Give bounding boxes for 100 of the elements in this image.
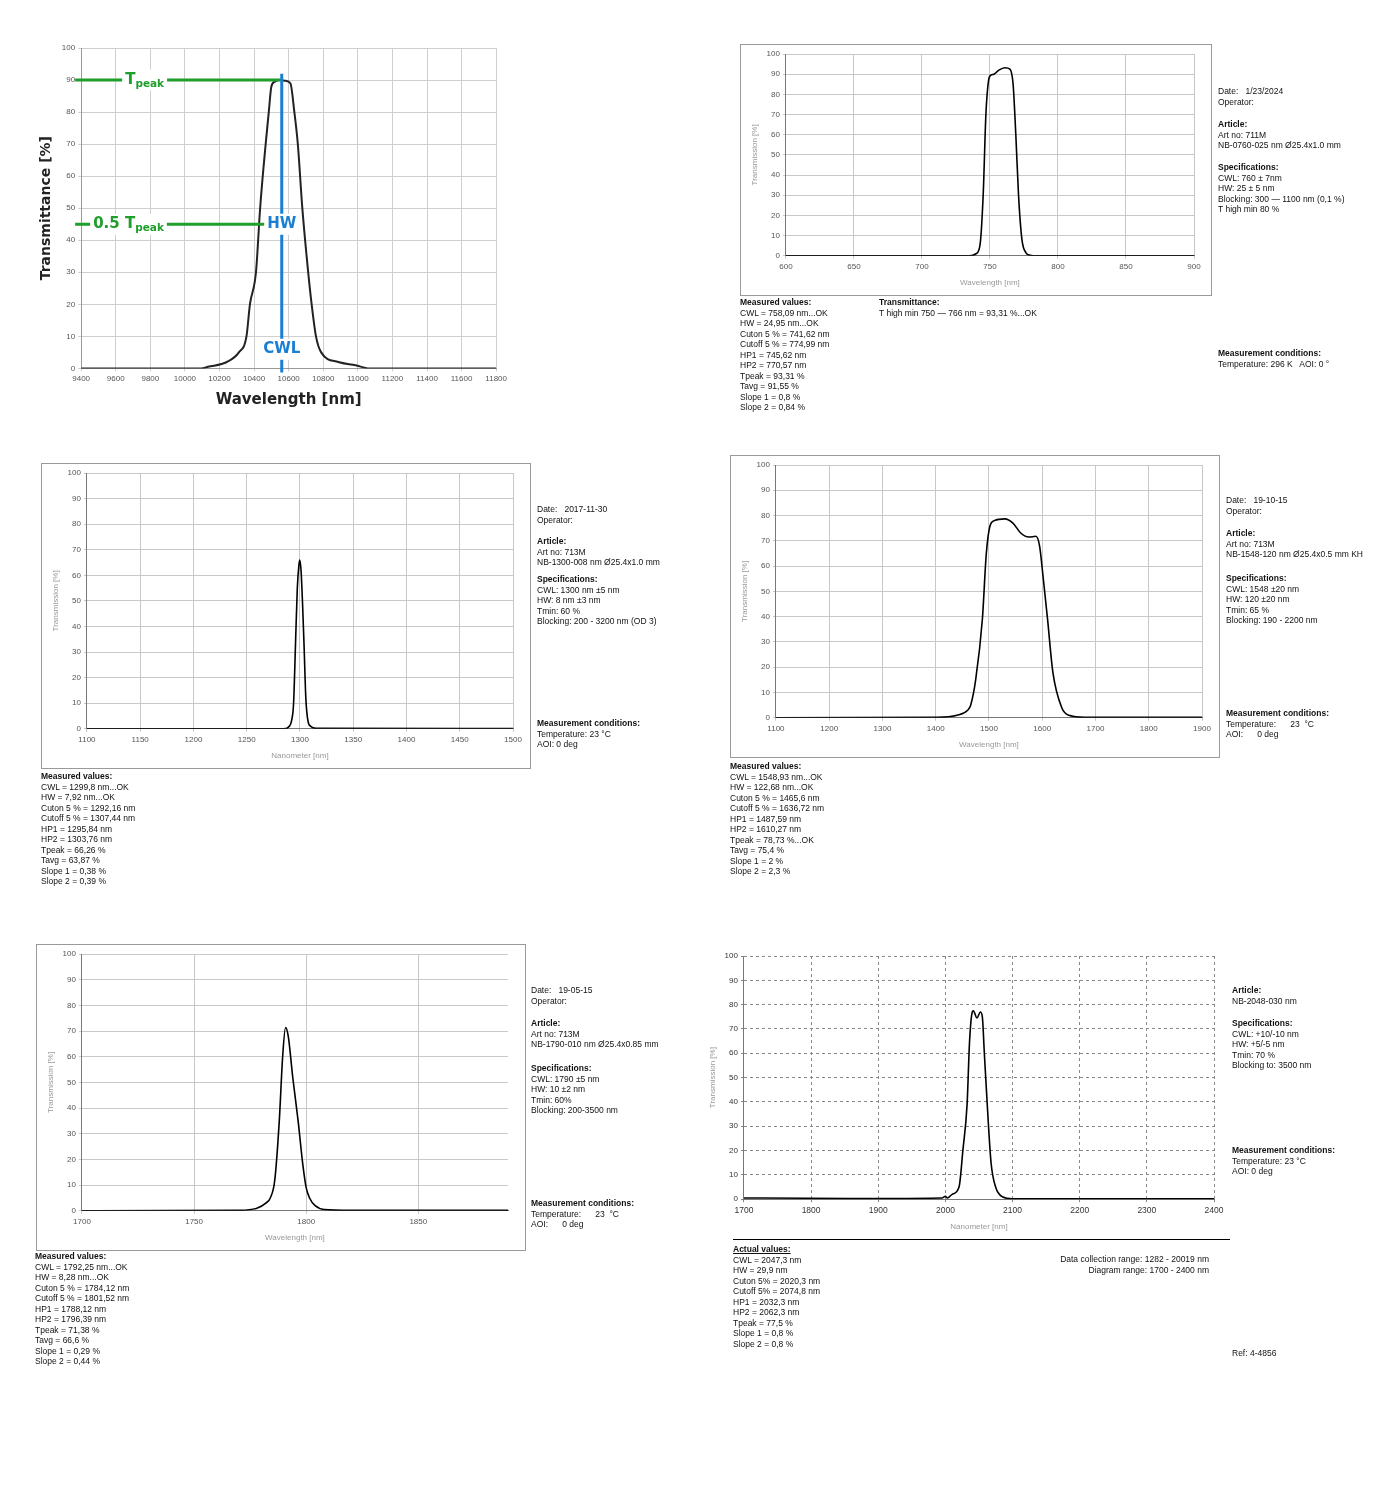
y-tick-label: 20 (72, 672, 82, 682)
y-tick-label: 30 (66, 267, 76, 277)
text: Measurement conditions: Temperature: 296 K AOI: 0 ° (1218, 348, 1330, 369)
y-tick-label: 10 (761, 687, 771, 697)
x-tick-label: 1200 (184, 734, 203, 744)
y-tick-label: 70 (66, 139, 76, 149)
text: Article: Art no: 713M NB-1300-008 nm Ø25.4x1.0 mm (537, 536, 660, 568)
x-tick-label: 11800 (485, 374, 508, 384)
x-tick-label: 9600 (106, 374, 126, 384)
y-tick-label: 20 (761, 662, 771, 672)
x-tick-label: 9800 (141, 374, 160, 384)
x-tick-label: 1250 (237, 734, 257, 744)
x-tick-label: 700 (915, 261, 930, 271)
y-tick-label: 80 (67, 1000, 77, 1010)
x-tick-label: 1750 (185, 1216, 204, 1226)
y-tick-label: 100 (67, 468, 82, 478)
text: Measured values: CWL = 758,09 nm...OK HW = 24,95 nm...OK Cuton 5 % = 741,62 nm Cutoff 5 % = 774,99 nm HP1 = 745,62 nm HP2 = 770,57 nm Tpeak = 93,31 % Tavg = 91,55 % Slope 1 = 0,8 % Slope 2 = 0,84 % (740, 297, 830, 412)
x-tick-label: 10800 (312, 374, 335, 384)
x-tick-label: 1350 (344, 734, 363, 744)
x-tick-label: 11000 (347, 374, 370, 384)
x-tick-label: 1400 (397, 734, 416, 744)
x-tick-label: 1700 (1086, 723, 1105, 733)
x-tick-label: 1800 (801, 1204, 821, 1215)
text: Article: Art no: 713M NB-1548-120 nm Ø25.4x0.5 mm KH (1226, 528, 1364, 560)
text: Article: Art no: 713M NB-1790-010 nm Ø25.4x0.85 mm (531, 1018, 659, 1050)
y-tick-label: 50 (729, 1072, 739, 1082)
y-tick-label: 50 (66, 203, 76, 213)
y-tick-label: 30 (67, 1128, 77, 1138)
y-tick-label: 60 (729, 1048, 739, 1058)
y-tick-label: 90 (67, 974, 77, 984)
x-tick-label: 1400 (926, 723, 946, 733)
x-tick-label: 1100 (767, 723, 786, 733)
x-tick-label: 800 (1051, 261, 1066, 271)
y-tick-label: 50 (771, 150, 781, 160)
y-axis-title: Transmission [%] (46, 1051, 55, 1113)
y-tick-label: 80 (771, 89, 781, 99)
y-tick-label: 0 (775, 251, 781, 260)
text: Ref: 4-4856 (1232, 1348, 1277, 1359)
text: Data collection range: 1282 - 20019 nm Diagram range: 1700 - 2400 nm (1060, 1254, 1209, 1275)
x-tick-label: 1700 (734, 1204, 754, 1215)
y-tick-label: 20 (771, 210, 781, 220)
x-tick-label: 10400 (242, 374, 266, 384)
y-tick-label: 70 (72, 544, 82, 554)
x-tick-label: 1100 (78, 734, 97, 744)
y-tick-label: 20 (66, 299, 76, 309)
y-tick-label: 100 (62, 949, 77, 959)
y-axis-title: Transmittance [%] (37, 136, 54, 281)
y-tick-label: 0 (70, 363, 76, 373)
x-tick-label: 900 (1187, 261, 1202, 271)
text: Measurement conditions: Temperature: 23 °C AOI: 0 deg (1232, 1145, 1335, 1177)
x-tick-label: 10000 (173, 374, 197, 384)
y-tick-label: 70 (761, 536, 771, 546)
text: Measurement conditions: Temperature: 23 °C AOI: 0 deg (531, 1198, 634, 1230)
x-tick-label: 1300 (873, 723, 892, 733)
text: Date: 19-05-15 Operator: (531, 985, 593, 1006)
x-tick-label: 10600 (277, 374, 301, 384)
x-tick-label: 11600 (450, 374, 473, 384)
x-tick-label: 2000 (935, 1204, 956, 1215)
x-tick-label: 1600 (1033, 723, 1052, 733)
text: Measured values: CWL = 1548,93 nm...OK HW = 122,68 nm...OK Cuton 5 % = 1465,6 nm Cutoff 5 % = 1636,72 nm HP1 = 1487,59 nm HP2 = 1610,27 nm Tpeak = 78,73 %...OK Tavg = 75,4 % Slope 1 = 2 % Slope 2 = 2,3 % (730, 761, 825, 876)
y-tick-label: 40 (729, 1097, 739, 1107)
y-tick-label: 50 (72, 596, 82, 606)
x-tick-label: 2200 (1070, 1204, 1090, 1215)
y-tick-label: 60 (66, 171, 76, 181)
x-tick-label: 2400 (1204, 1204, 1224, 1215)
y-tick-label: 100 (766, 49, 781, 59)
y-axis-title: Transmission [%] (740, 560, 749, 622)
y-tick-label: 100 (61, 43, 76, 53)
y-tick-label: 70 (67, 1026, 77, 1036)
y-tick-label: 30 (729, 1121, 739, 1131)
y-tick-label: 0 (733, 1194, 739, 1204)
x-tick-label: 1800 (1139, 723, 1159, 733)
text: Specifications: CWL: 1548 ±20 nm HW: 120 ±20 nm Tmin: 65 % Blocking: 190 - 2200 nm (1226, 573, 1318, 626)
x-tick-label: 1200 (820, 723, 839, 733)
y-tick-label: 90 (761, 485, 771, 495)
text: Actual values: CWL = 2047,3 nm HW = 29,9 nm Cuton 5% = 2020,3 nm Cutoff 5% = 2074,8 nm HP1 = 2032,3 nm HP2 = 2062,3 nm Tpeak = 77,5 % Slope 1 = 0,8 % Slope 2 = 0,8 % (733, 1244, 821, 1349)
y-tick-label: 10 (72, 698, 82, 708)
y-tick-label: 80 (72, 519, 82, 529)
y-tick-label: 40 (761, 611, 771, 621)
text: Measurement conditions: Temperature: 23 °C AOI: 0 deg (537, 718, 640, 750)
text: Specifications: CWL: 760 ± 7nm HW: 25 ± 5 nm Blocking: 300 — 1100 nm (0,1 %) T high min 80 % (1218, 162, 1345, 215)
x-tick-label: 1300 (291, 734, 310, 744)
x-tick-label: 1150 (131, 734, 150, 744)
y-tick-label: 70 (771, 109, 781, 119)
y-tick-label: 10 (771, 230, 781, 240)
text: Measurement conditions: Temperature: 23 °C AOI: 0 deg (1226, 708, 1329, 740)
x-axis-title: Wavelength [nm] (265, 1233, 325, 1243)
y-tick-label: 90 (66, 75, 76, 85)
text: Specifications: CWL: 1300 nm ±5 nm HW: 8 nm ±3 nm Tmin: 60 % Blocking: 200 - 3200 nm (OD 3) (537, 574, 657, 627)
y-tick-label: 80 (66, 107, 76, 117)
text: Specifications: CWL: 1790 ±5 nm HW: 10 ±2 nm Tmin: 60% Blocking: 200-3500 nm (531, 1063, 618, 1116)
x-tick-label: 1500 (504, 734, 523, 744)
text: Date: 2017-11-30 Operator: (537, 504, 608, 525)
y-tick-label: 30 (771, 190, 781, 200)
y-tick-label: 10 (66, 331, 76, 341)
y-tick-label: 50 (67, 1077, 77, 1087)
y-tick-label: 20 (67, 1154, 77, 1164)
y-axis-title: Transmission [%] (708, 1047, 717, 1109)
y-tick-label: 90 (771, 69, 781, 79)
text: Date: 1/23/2024 Operator: (1218, 86, 1284, 107)
